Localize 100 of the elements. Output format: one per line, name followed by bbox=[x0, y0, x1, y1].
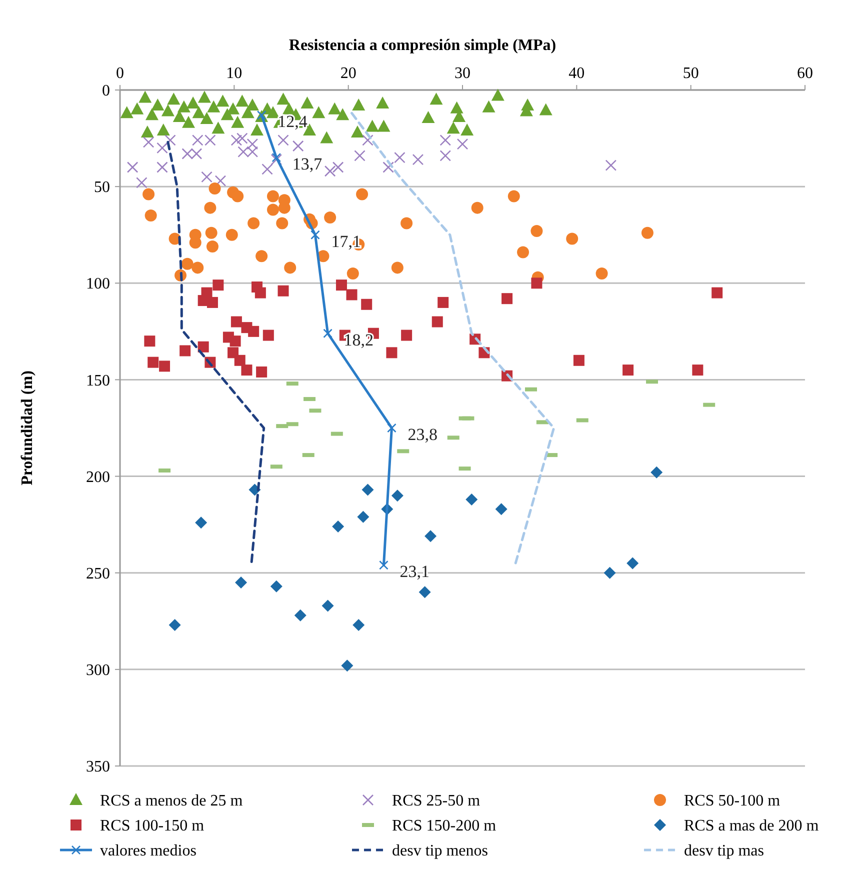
point bbox=[328, 102, 342, 114]
point bbox=[350, 125, 364, 138]
point bbox=[248, 326, 260, 337]
point bbox=[231, 116, 244, 128]
point bbox=[332, 162, 344, 173]
point bbox=[262, 330, 274, 341]
point bbox=[692, 364, 704, 376]
point bbox=[352, 619, 365, 632]
point bbox=[144, 336, 156, 347]
point bbox=[495, 503, 508, 516]
point bbox=[530, 224, 543, 237]
point bbox=[250, 124, 264, 136]
x-tick-label: 10 bbox=[226, 65, 242, 82]
point bbox=[352, 98, 366, 110]
point bbox=[192, 262, 204, 274]
point bbox=[182, 148, 194, 160]
point bbox=[190, 148, 202, 160]
point bbox=[387, 423, 396, 433]
x-tick-label: 20 bbox=[340, 65, 356, 82]
legend-label: RCS 100-150 m bbox=[100, 818, 205, 835]
point bbox=[241, 364, 252, 376]
point bbox=[226, 102, 240, 114]
x-tick-label: 0 bbox=[116, 65, 124, 82]
point bbox=[446, 122, 460, 134]
point bbox=[236, 94, 249, 107]
point bbox=[596, 267, 608, 280]
legend-label: RCS 150-200 m bbox=[392, 818, 497, 835]
point bbox=[282, 102, 296, 114]
point bbox=[521, 98, 534, 110]
legend-label: valores medios bbox=[100, 842, 196, 860]
point bbox=[278, 285, 289, 296]
point bbox=[167, 92, 180, 105]
legend-label: RCS a mas de 200 m bbox=[684, 818, 820, 835]
y-tick-label: 300 bbox=[86, 662, 110, 680]
point bbox=[195, 516, 208, 529]
point bbox=[232, 190, 244, 202]
point bbox=[324, 211, 336, 224]
point bbox=[346, 289, 358, 300]
point bbox=[401, 330, 412, 341]
point bbox=[346, 267, 359, 280]
point bbox=[310, 230, 320, 240]
point bbox=[354, 150, 366, 162]
point bbox=[456, 138, 468, 150]
annotation: 23,8 bbox=[408, 424, 438, 444]
point bbox=[214, 175, 226, 186]
point bbox=[236, 132, 248, 144]
point bbox=[604, 566, 616, 579]
point bbox=[140, 125, 154, 138]
point bbox=[198, 341, 209, 352]
legend-label: desv tip menos bbox=[392, 842, 488, 860]
point bbox=[142, 188, 155, 200]
point bbox=[207, 100, 220, 112]
point bbox=[120, 106, 134, 118]
point bbox=[376, 96, 390, 109]
point bbox=[517, 246, 530, 258]
y-axis-title: Profundidad (m) bbox=[19, 370, 36, 486]
y-tick-label: 100 bbox=[86, 276, 110, 293]
point bbox=[235, 576, 248, 589]
point bbox=[230, 336, 241, 347]
y-tick-label: 350 bbox=[86, 758, 110, 776]
legend-label: RCS a menos de 25 m bbox=[100, 792, 244, 810]
legend-label: desv tip mas bbox=[684, 842, 764, 860]
point bbox=[531, 278, 542, 289]
point bbox=[284, 262, 296, 274]
point bbox=[130, 102, 144, 114]
x-tick-label: 30 bbox=[454, 65, 470, 82]
point bbox=[254, 287, 266, 298]
point bbox=[471, 202, 484, 214]
point bbox=[324, 165, 336, 177]
point bbox=[230, 134, 242, 146]
point bbox=[450, 101, 464, 114]
point bbox=[276, 92, 290, 105]
point bbox=[440, 150, 452, 162]
legend-label: RCS 25-50 m bbox=[392, 792, 481, 810]
point bbox=[276, 217, 288, 230]
point bbox=[168, 619, 181, 632]
point bbox=[294, 609, 306, 622]
point bbox=[200, 112, 214, 124]
point bbox=[238, 146, 249, 158]
point bbox=[234, 354, 246, 366]
point bbox=[422, 111, 435, 124]
point bbox=[440, 134, 452, 146]
annotation: 18,2 bbox=[344, 330, 374, 350]
annotation: 23,1 bbox=[400, 562, 430, 582]
point bbox=[650, 466, 663, 478]
y-tick-label: 200 bbox=[86, 468, 110, 486]
point bbox=[432, 316, 443, 328]
point bbox=[357, 510, 370, 523]
point bbox=[322, 600, 334, 612]
point bbox=[161, 104, 174, 116]
point bbox=[377, 120, 390, 132]
point bbox=[605, 160, 617, 171]
point bbox=[230, 316, 242, 328]
point bbox=[341, 660, 354, 672]
point bbox=[300, 96, 314, 109]
point bbox=[502, 293, 513, 304]
point bbox=[641, 226, 654, 239]
point bbox=[320, 131, 334, 144]
point bbox=[336, 280, 347, 291]
point bbox=[142, 136, 154, 148]
